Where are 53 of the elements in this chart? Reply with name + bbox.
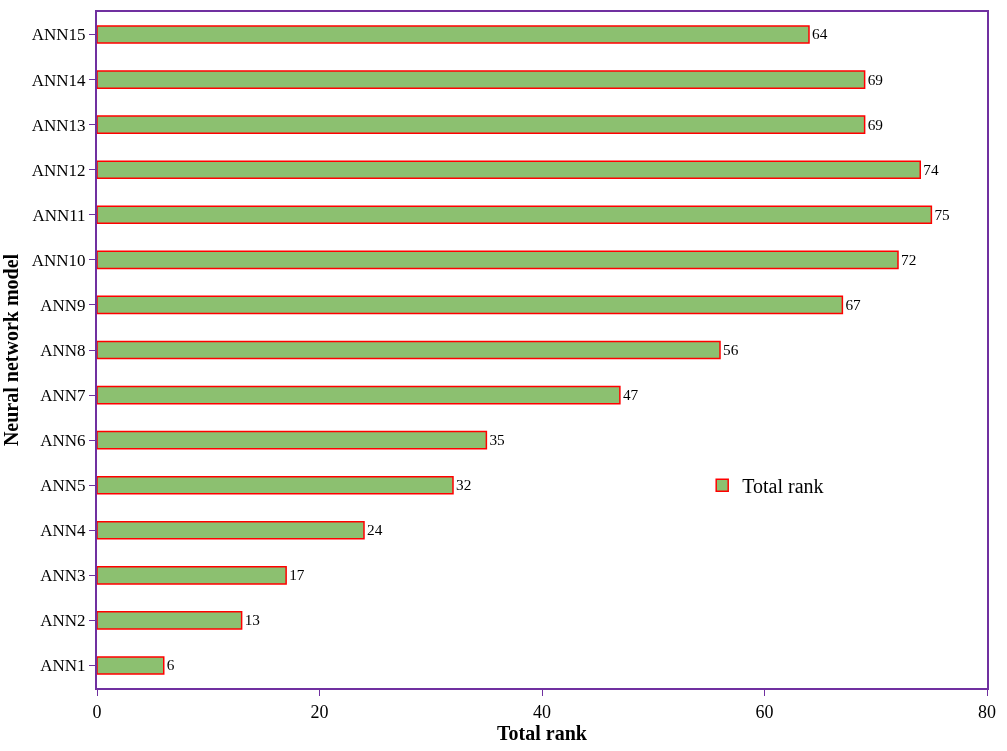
x-tick-label: 20 xyxy=(310,701,329,722)
data-label: 6 xyxy=(166,656,175,674)
bar xyxy=(97,250,899,270)
x-tick-label: 80 xyxy=(978,701,996,722)
y-tick-label: ANN15 xyxy=(31,25,86,45)
bar xyxy=(97,656,165,675)
data-label: 13 xyxy=(244,611,261,629)
y-tick-label: ANN6 xyxy=(40,431,86,451)
y-tick-label: ANN8 xyxy=(40,340,86,360)
y-tick-label: ANN9 xyxy=(40,295,86,315)
bar xyxy=(97,475,454,495)
data-label: 74 xyxy=(923,160,939,178)
x-tick-label: 40 xyxy=(533,701,551,722)
bar xyxy=(97,205,933,225)
bar xyxy=(97,160,921,180)
data-label: 69 xyxy=(867,115,884,133)
data-label: 69 xyxy=(867,70,884,88)
bar xyxy=(97,25,810,44)
y-tick-label: ANN14 xyxy=(31,70,87,90)
bar xyxy=(97,295,844,315)
y-tick-label: ANN2 xyxy=(40,611,86,631)
x-axis-title: Total rank xyxy=(497,721,588,744)
data-label: 56 xyxy=(723,340,739,358)
y-tick-label: ANN4 xyxy=(40,521,87,541)
data-label: 35 xyxy=(489,431,506,449)
bar xyxy=(97,115,866,134)
bar xyxy=(97,430,488,450)
y-tick-label: ANN10 xyxy=(31,250,86,270)
y-tick-label: ANN3 xyxy=(40,566,86,586)
legend-label: Total rank xyxy=(742,475,824,497)
data-label: 47 xyxy=(622,386,639,404)
data-label: 24 xyxy=(367,521,383,539)
data-label: 64 xyxy=(812,25,828,43)
data-label: 17 xyxy=(289,566,305,584)
data-label: 72 xyxy=(901,250,917,268)
y-tick-label: ANN1 xyxy=(40,656,86,676)
bar xyxy=(97,520,365,540)
bar xyxy=(97,611,243,630)
y-tick-label: ANN12 xyxy=(31,160,86,180)
y-axis-title: Neural network model xyxy=(0,253,22,447)
bar xyxy=(97,70,866,89)
data-label: 32 xyxy=(456,476,472,494)
data-label: 75 xyxy=(934,205,951,223)
bar xyxy=(97,566,287,585)
y-tick-label: ANN7 xyxy=(40,386,87,406)
x-tick-label: 0 xyxy=(92,701,102,722)
bar xyxy=(97,340,721,360)
bar xyxy=(97,385,621,405)
y-tick-label: ANN11 xyxy=(32,205,86,225)
data-label: 67 xyxy=(845,295,862,313)
x-tick-label: 60 xyxy=(755,701,774,722)
y-tick-label: ANN5 xyxy=(40,476,86,496)
y-tick-label: ANN13 xyxy=(31,115,86,135)
